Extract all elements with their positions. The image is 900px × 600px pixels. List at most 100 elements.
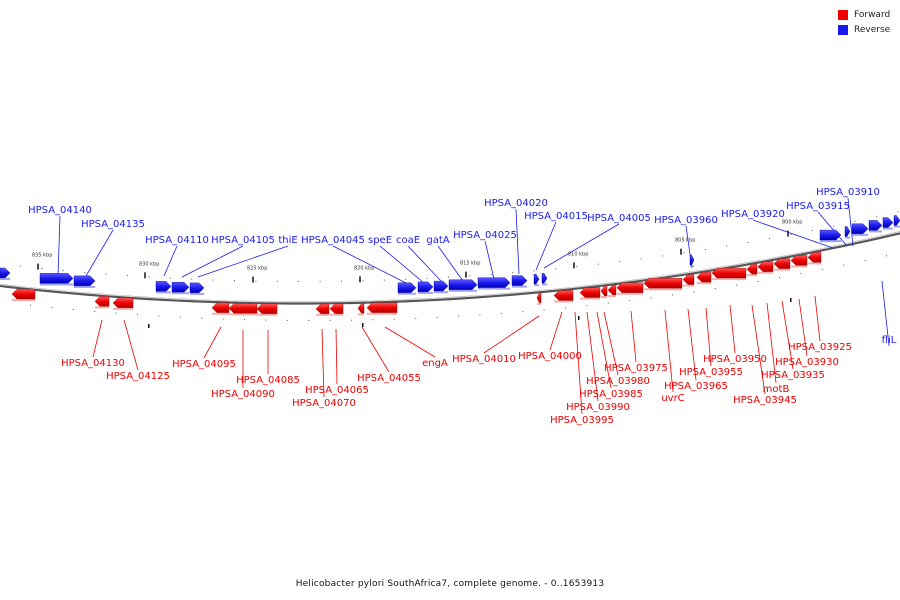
gene-label-hpsa-04095[interactable]: HPSA_04095: [172, 359, 236, 370]
leader-line: [379, 245, 425, 284]
gene-label-hpsa-03965[interactable]: HPSA_03965: [664, 381, 728, 392]
gene-arrow-hpsa-04090[interactable]: [228, 303, 258, 314]
gene-label-flil[interactable]: fliL: [882, 335, 897, 346]
gene-arrow-hpsa-04125[interactable]: [112, 297, 134, 309]
gene-arrow-hpsa-04130[interactable]: [94, 296, 110, 307]
gene-label-hpsa-04130[interactable]: HPSA_04130: [61, 358, 125, 369]
gene-label-hpsa-03915[interactable]: HPSA_03915: [786, 201, 850, 212]
gene-arrow-hpsa-04105[interactable]: [171, 282, 190, 293]
gene-arrow-hpsa-03915[interactable]: [844, 226, 851, 237]
leader-line: [705, 307, 712, 367]
gene-arrow-hpsa-04085[interactable]: [256, 303, 278, 314]
gene-arrow-thie[interactable]: [189, 282, 205, 294]
gene-arrow-hpsa-03955[interactable]: [711, 267, 747, 279]
gene-arrow-unlabeled[interactable]: [0, 267, 11, 279]
minor-tick: [255, 280, 257, 282]
gene-label-hpsa-04045[interactable]: HPSA_04045: [301, 235, 365, 246]
gene-label-hpsa-03990[interactable]: HPSA_03990: [566, 402, 630, 413]
gene-label-hpsa-04090[interactable]: HPSA_04090: [211, 389, 275, 400]
gene-arrow-hpsa-03945[interactable]: [757, 261, 774, 272]
gene-label-hpsa-03955[interactable]: HPSA_03955: [679, 367, 743, 378]
gene-arrow-hpsa-03935[interactable]: [790, 255, 808, 266]
gene-arrow-hpsa-03920[interactable]: [819, 229, 842, 241]
gene-shadow: [449, 289, 477, 292]
gene-arrow-unlabeled[interactable]: [893, 215, 900, 226]
gene-label-hpsa-04055[interactable]: HPSA_04055: [357, 373, 421, 384]
gene-arrow-hpsa-04140[interactable]: [39, 273, 74, 284]
gene-label-hpsa-04110[interactable]: HPSA_04110: [145, 235, 209, 246]
gene-label-hpsa-03960[interactable]: HPSA_03960: [654, 215, 718, 226]
gene-arrow-hpsa-03980[interactable]: [616, 282, 644, 293]
gene-arrow-unlabeled[interactable]: [882, 217, 894, 228]
gene-arrow-hpsa-04015[interactable]: [533, 273, 540, 285]
gene-arrow-hpsa-04135[interactable]: [73, 275, 96, 287]
gene-arrow-hpsa-03965[interactable]: [696, 272, 712, 283]
gene-arrow-hpsa-04045[interactable]: [397, 282, 417, 293]
gene-arrow-hpsa-03990[interactable]: [600, 285, 608, 297]
gene-arrow-enga[interactable]: [366, 302, 398, 313]
gene-label-hpsa-04005[interactable]: HPSA_04005: [587, 213, 651, 224]
gene-arrow-hpsa-04110[interactable]: [155, 281, 172, 292]
tick-label: 800 kbp: [782, 220, 802, 226]
gene-arrow-hpsa-04000[interactable]: [553, 290, 574, 301]
gene-label-hpsa-03995[interactable]: HPSA_03995: [550, 415, 614, 426]
gene-label-motb[interactable]: motB: [763, 384, 790, 395]
gene-label-hpsa-04010[interactable]: HPSA_04010: [452, 354, 516, 365]
gene-arrow-spee[interactable]: [417, 281, 434, 293]
gene-arrow-hpsa-04025[interactable]: [477, 277, 511, 288]
gene-arrow-hpsa-03950[interactable]: [746, 264, 758, 275]
gene-arrow-unlabeled[interactable]: [868, 220, 883, 231]
gene-label-hpsa-03980[interactable]: HPSA_03980: [586, 376, 650, 387]
gene-label-hpsa-03935[interactable]: HPSA_03935: [761, 370, 825, 381]
gene-arrow-hpsa-03985[interactable]: [607, 284, 617, 296]
gene-label-hpsa-03920[interactable]: HPSA_03920: [721, 209, 785, 220]
gene-label-coae[interactable]: coaE: [396, 235, 420, 246]
gene-label-hpsa-04125[interactable]: HPSA_04125: [106, 371, 170, 382]
gene-arrow-hpsa-04005[interactable]: [541, 273, 548, 284]
gene-label-thie[interactable]: thiE: [278, 235, 297, 246]
gene-label-hpsa-04070[interactable]: HPSA_04070: [292, 398, 356, 409]
gene-label-hpsa-04085[interactable]: HPSA_04085: [236, 375, 300, 386]
gene-label-hpsa-04025[interactable]: HPSA_04025: [453, 230, 517, 241]
gene-label-hpsa-03945[interactable]: HPSA_03945: [733, 395, 797, 406]
gene-arrow-gata[interactable]: [448, 279, 478, 290]
gene-label-spee[interactable]: speE: [368, 235, 392, 246]
gene-arrow-hpsa-04095[interactable]: [211, 302, 230, 313]
gene-label-gata[interactable]: gatA: [426, 235, 449, 246]
gene-label-hpsa-03910[interactable]: HPSA_03910: [816, 187, 880, 198]
minor-tick: [362, 280, 364, 282]
gene-arrow-hpsa-04070[interactable]: [329, 303, 344, 314]
leader-line: [881, 280, 890, 347]
gene-arrow-hpsa-04055[interactable]: [357, 303, 365, 314]
legend-forward[interactable]: Forward: [838, 8, 890, 21]
gene-label-hpsa-04000[interactable]: HPSA_04000: [518, 351, 582, 362]
gene-label-hpsa-04140[interactable]: HPSA_04140: [28, 205, 92, 216]
gene-label-hpsa-04065[interactable]: HPSA_04065: [305, 385, 369, 396]
gene-label-hpsa-04135[interactable]: HPSA_04135: [81, 219, 145, 230]
gene-arrow-hpsa-04065[interactable]: [315, 303, 330, 315]
gene-arrow-hpsa-04010[interactable]: [536, 292, 542, 304]
gene-arrow-hpsa-03975[interactable]: [643, 278, 683, 289]
gene-arrow-hpsa-03995[interactable]: [579, 287, 601, 298]
gene-arrow-hpsa-03910[interactable]: [851, 223, 869, 235]
gene-label-hpsa-03975[interactable]: HPSA_03975: [604, 363, 668, 374]
gene-label-uvrc[interactable]: uvrC: [661, 393, 684, 404]
gene-label-hpsa-04020[interactable]: HPSA_04020: [484, 198, 548, 209]
gene-label-hpsa-04105[interactable]: HPSA_04105: [211, 235, 275, 246]
minor-tick: [234, 280, 235, 282]
gene-arrow-hpsa-04020[interactable]: [511, 275, 528, 286]
gene-arrow-coae[interactable]: [433, 280, 449, 292]
gene-arrow-unlabeled[interactable]: [11, 288, 36, 300]
gene-label-hpsa-04015[interactable]: HPSA_04015: [524, 211, 588, 222]
legend-reverse[interactable]: Reverse: [838, 23, 890, 36]
gene-label-hpsa-03930[interactable]: HPSA_03930: [775, 357, 839, 368]
gene-arrow-hpsa-03960[interactable]: [689, 254, 695, 266]
gene-label-enga[interactable]: engA: [422, 358, 448, 369]
gene-label-hpsa-03985[interactable]: HPSA_03985: [579, 389, 643, 400]
minor-tick: [864, 260, 866, 262]
gene-arrow-uvrc[interactable]: [682, 274, 695, 285]
gene-label-hpsa-03925[interactable]: HPSA_03925: [788, 342, 852, 353]
leader-line: [123, 319, 139, 371]
gene-label-hpsa-03950[interactable]: HPSA_03950: [703, 354, 767, 365]
